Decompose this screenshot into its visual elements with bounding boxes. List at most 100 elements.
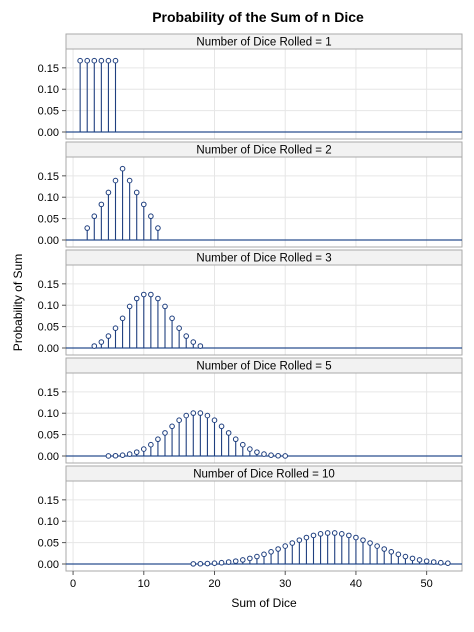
stem-marker (183, 333, 190, 339)
y-tick-label: 0.05 (38, 538, 59, 550)
y-tick-label: 0.10 (38, 84, 59, 96)
stem-marker (140, 446, 147, 452)
stem-marker (140, 201, 147, 208)
stem-marker (239, 441, 246, 448)
panel-frame (65, 480, 463, 572)
stem-marker (148, 291, 154, 298)
y-tick-label: 0.05 (38, 430, 59, 442)
x-axis-label: Sum of Dice (231, 596, 297, 610)
y-tick-label: 0.10 (38, 516, 59, 528)
panel-2: Number of Dice Rolled = 2 0.00 0.05 0.10 0.1… (38, 141, 463, 248)
stem-marker (112, 57, 119, 64)
stem-marker (232, 436, 239, 443)
chart-title: Probability of the Sum of n Dice (152, 9, 364, 25)
y-tick-label: 0.10 (38, 300, 59, 312)
panels: Number of Dice Rolled = 1 0.00 0.05 0.10 0.1… (38, 33, 463, 572)
stem-marker (140, 291, 147, 298)
stem-marker (119, 165, 126, 172)
x-axis: 0 10 20 30 40 50 (70, 571, 433, 590)
stem-marker (346, 532, 352, 539)
stem-marker (98, 201, 105, 208)
x-tick-label: 0 (70, 578, 76, 590)
y-tick-label: 0.15 (38, 171, 59, 183)
stem-marker (247, 555, 253, 562)
stem-marker (254, 449, 260, 455)
stem-marker (317, 531, 324, 537)
stem-marker (381, 546, 388, 552)
stem-marker (133, 449, 140, 455)
panel-title: Number of Dice Rolled = 10 (193, 469, 335, 481)
stem-marker (84, 57, 91, 64)
stem-marker (148, 213, 154, 220)
stem-marker (254, 553, 260, 560)
stem-marker (197, 560, 204, 567)
stem-marker (402, 553, 409, 560)
panel-1: Number of Dice Rolled = 1 0.00 0.05 0.10 0.1… (38, 33, 463, 140)
stem-marker (247, 446, 253, 452)
stem-marker (275, 452, 281, 459)
y-axis-label: Probability of Sum (11, 254, 25, 351)
y-tick-label: 0.05 (38, 106, 59, 118)
panel-title: Number of Dice Rolled = 5 (196, 361, 331, 373)
y-tick-label: 0.15 (38, 279, 59, 291)
x-tick-label: 50 (421, 578, 433, 590)
stem-marker (310, 532, 317, 539)
stem-marker (324, 530, 331, 536)
x-tick-label: 10 (138, 578, 150, 590)
stem-marker (176, 417, 182, 423)
panel-5: Number of Dice Rolled = 10 0.00 0.05 0.10 0.… (38, 465, 463, 572)
panel-3: Number of Dice Rolled = 3 0.00 0.05 0.10 0.1… (38, 249, 463, 356)
stem-marker (225, 559, 232, 565)
stem-marker (409, 555, 416, 562)
stem-marker (105, 453, 112, 459)
y-tick-label: 0.10 (38, 408, 59, 420)
stem-marker (388, 549, 395, 555)
stem-marker (155, 436, 161, 443)
stem-marker (91, 213, 98, 220)
stem-marker (105, 57, 112, 64)
stem-marker (211, 417, 218, 423)
stem-marker (91, 343, 98, 349)
panel-title: Number of Dice Rolled = 1 (196, 37, 331, 49)
stem-marker (338, 531, 345, 537)
stem-marker (416, 557, 423, 563)
panel-title: Number of Dice Rolled = 2 (196, 145, 331, 157)
stem-marker (162, 430, 168, 436)
stem-marker (91, 57, 98, 64)
stem-marker (282, 453, 289, 459)
y-tick-label: 0.00 (38, 343, 59, 355)
y-tick-label: 0.00 (38, 559, 59, 571)
stem-marker (367, 540, 373, 546)
panel-frame (65, 48, 463, 140)
stem-marker (430, 559, 437, 565)
stem-marker (197, 343, 204, 349)
stem-marker (445, 560, 451, 566)
stem-marker (395, 551, 402, 558)
stem-marker (112, 452, 119, 459)
x-tick-label: 40 (350, 578, 362, 590)
y-tick-label: 0.10 (38, 192, 59, 204)
y-tick-label: 0.00 (38, 127, 59, 139)
stem-marker (98, 57, 105, 64)
stem-marker (423, 558, 430, 564)
stem-marker (331, 530, 338, 536)
panel-title: Number of Dice Rolled = 3 (196, 253, 331, 265)
stem-marker (133, 189, 140, 196)
stem-marker (162, 303, 168, 310)
y-tick-label: 0.15 (38, 387, 59, 399)
stem-marker (105, 333, 112, 339)
stem-marker (268, 549, 274, 555)
stem-marker (303, 534, 310, 541)
y-tick-label: 0.05 (38, 322, 59, 334)
stem-marker (204, 560, 211, 567)
panel-4: Number of Dice Rolled = 5 0.00 0.05 0.10 0.1… (38, 357, 463, 464)
stem-marker (296, 537, 303, 543)
stem-marker (183, 412, 190, 419)
x-tick-label: 20 (208, 578, 220, 590)
stem-marker (261, 451, 267, 457)
stem-marker (353, 534, 359, 541)
stem-marker (169, 315, 175, 322)
y-tick-label: 0.05 (38, 214, 59, 226)
stem-marker (239, 557, 246, 563)
